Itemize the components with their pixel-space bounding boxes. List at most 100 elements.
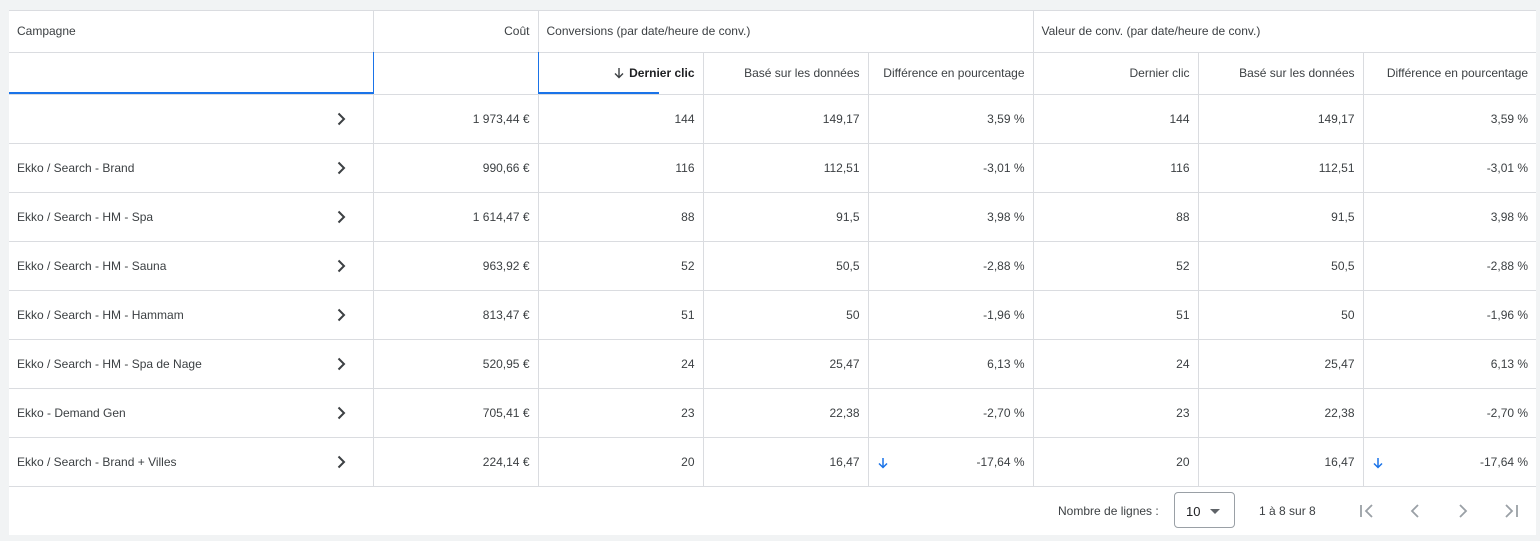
campaign-cell[interactable]: Ekko / Search - HM - Hammam [9, 290, 373, 340]
conv-data-cell: 112,51 [702, 143, 868, 193]
first-page-icon[interactable] [1355, 499, 1379, 523]
conv-diff-cell: -2,88 % [867, 241, 1034, 291]
col-header-conv-dernier-clic[interactable]: Dernier clic [537, 52, 703, 95]
val-diff-cell: -2,70 % [1362, 388, 1537, 438]
caret-down-icon [1210, 509, 1220, 514]
col-header-cout[interactable]: Coût [372, 11, 538, 53]
cell-value: 20 [1176, 454, 1190, 469]
cell-value: 3,98 % [987, 209, 1025, 224]
val-last-cell: 144 [1032, 94, 1199, 144]
table-row[interactable]: Ekko / Search - HM - Sauna 963,92 € 52 50,5… [9, 241, 1537, 291]
cell-value: 224,14 € [482, 454, 530, 469]
table-row[interactable]: Ekko / Search - Brand + Villes 224,14 € 20… [9, 437, 1537, 487]
cell-value: 50,5 [836, 258, 860, 273]
col-header-conv-base-donnees[interactable]: Basé sur les données [702, 52, 868, 95]
cell-value: 16,47 [829, 454, 860, 469]
conv-diff-cell: 6,13 % [867, 339, 1034, 389]
conv-diff-cell: -17,64 % [867, 437, 1034, 487]
cell-value: 91,5 [1331, 209, 1355, 224]
col-header-conv-difference[interactable]: Différence en pourcentage [867, 52, 1034, 95]
val-data-cell: 149,17 [1197, 94, 1364, 144]
cell-value: 52 [1176, 258, 1190, 273]
col-group-conversions: Conversions (par date/heure de conv.) [537, 11, 1034, 53]
campaign-table-panel: Campagne Coût Conversions (par date/heur… [9, 10, 1537, 536]
chevron-right-icon[interactable] [333, 111, 349, 127]
chevron-right-icon[interactable] [333, 356, 349, 372]
table-row[interactable]: 1 973,44 € 144 149,17 3,59 % 144 149,17 3,59 % [9, 94, 1537, 144]
table-row[interactable]: Ekko / Search - Brand 990,66 € 116 112,51 -3… [9, 143, 1537, 193]
cell-value: 144 [1169, 111, 1190, 126]
conv-last-cell: 51 [537, 290, 703, 340]
table-row[interactable]: Ekko / Search - HM - Hammam 813,47 € 51 50 -… [9, 290, 1537, 340]
campaign-cell[interactable]: Ekko / Search - Brand + Villes [9, 437, 373, 487]
conv-last-cell: 24 [537, 339, 703, 389]
chevron-right-icon[interactable] [333, 307, 349, 323]
col-header-campagne[interactable]: Campagne [9, 11, 373, 53]
col-header-val-dernier-clic[interactable]: Dernier clic [1032, 52, 1199, 95]
chevron-right-icon[interactable] [333, 454, 349, 470]
table-footer: Nombre de lignes : 10 1 à 8 sur 8 [9, 486, 1536, 536]
last-page-icon[interactable] [1499, 499, 1523, 523]
chevron-right-icon[interactable] [333, 160, 349, 176]
conv-data-cell: 149,17 [702, 94, 868, 144]
cell-value: -1,96 % [1486, 307, 1529, 322]
cell-value: 50,5 [1331, 258, 1355, 273]
val-diff-cell: -3,01 % [1362, 143, 1537, 193]
campaign-cell[interactable]: Ekko / Search - HM - Sauna [9, 241, 373, 291]
cell-value: 24 [681, 356, 695, 371]
arrow-down-icon [1372, 457, 1383, 469]
header-focus-divider [373, 52, 374, 94]
conv-last-cell: 23 [537, 388, 703, 438]
cell-value: 3,59 % [987, 111, 1025, 126]
campaign-name: Ekko / Search - HM - Hammam [17, 307, 184, 322]
campaign-name: Ekko - Demand Gen [17, 405, 126, 420]
cost-cell: 705,41 € [372, 388, 538, 438]
cell-value: 91,5 [836, 209, 860, 224]
val-last-cell: 51 [1032, 290, 1199, 340]
cell-value: -3,01 % [1486, 160, 1529, 175]
cell-value: 116 [1170, 160, 1190, 175]
conv-last-cell: 52 [537, 241, 703, 291]
campaign-cell[interactable]: Ekko - Demand Gen [9, 388, 373, 438]
cell-value: 16,47 [1324, 454, 1355, 469]
chevron-right-icon[interactable] [1451, 499, 1475, 523]
campaign-cell[interactable]: Ekko / Search - HM - Spa [9, 192, 373, 242]
cell-value: -2,88 % [983, 258, 1025, 273]
cell-value: 50 [1341, 307, 1355, 322]
campaign-cell[interactable]: Ekko / Search - Brand [9, 143, 373, 193]
val-last-cell: 88 [1032, 192, 1199, 242]
conv-diff-cell: -1,96 % [867, 290, 1034, 340]
campaign-cell[interactable] [9, 94, 373, 144]
cell-value: 23 [681, 405, 695, 420]
table-row[interactable]: Ekko / Search - HM - Spa 1 614,47 € 88 91,5… [9, 192, 1537, 242]
campaign-cell[interactable]: Ekko / Search - HM - Spa de Nage [9, 339, 373, 389]
rows-per-page-select[interactable]: 10 [1174, 492, 1235, 528]
cell-value: 51 [1176, 307, 1190, 322]
chevron-left-icon[interactable] [1403, 499, 1427, 523]
campaign-name: Ekko / Search - HM - Sauna [17, 258, 167, 273]
rows-per-page-value: 10 [1186, 504, 1201, 519]
conv-diff-cell: 3,98 % [867, 192, 1034, 242]
conv-data-cell: 91,5 [702, 192, 868, 242]
cost-cell: 1 973,44 € [372, 94, 538, 144]
campaign-name: Ekko / Search - Brand + Villes [17, 454, 177, 469]
pagination-range: 1 à 8 sur 8 [1259, 504, 1316, 518]
col-header-val-difference[interactable]: Différence en pourcentage [1362, 52, 1537, 95]
cell-value: 813,47 € [482, 307, 530, 322]
table-row[interactable]: Ekko - Demand Gen 705,41 € 23 22,38 -2,70 % 2… [9, 388, 1537, 438]
table-row[interactable]: Ekko / Search - HM - Spa de Nage 520,95 €… [9, 339, 1537, 389]
campaign-name: Ekko / Search - HM - Spa de Nage [17, 356, 202, 371]
campaign-name: Ekko / Search - Brand [17, 160, 135, 175]
val-diff-cell: 6,13 % [1362, 339, 1537, 389]
conv-last-cell: 20 [537, 437, 703, 487]
cell-value: 88 [681, 209, 695, 224]
cell-value: 50 [846, 307, 860, 322]
chevron-right-icon[interactable] [333, 405, 349, 421]
col-subheader-cout-empty [372, 52, 538, 95]
chevron-right-icon[interactable] [333, 258, 349, 274]
col-header-val-base-donnees[interactable]: Basé sur les données [1197, 52, 1364, 95]
cell-value: 1 973,44 € [472, 111, 530, 126]
cost-cell: 813,47 € [372, 290, 538, 340]
chevron-right-icon[interactable] [333, 209, 349, 225]
col-header-label: Dernier clic [629, 66, 695, 80]
